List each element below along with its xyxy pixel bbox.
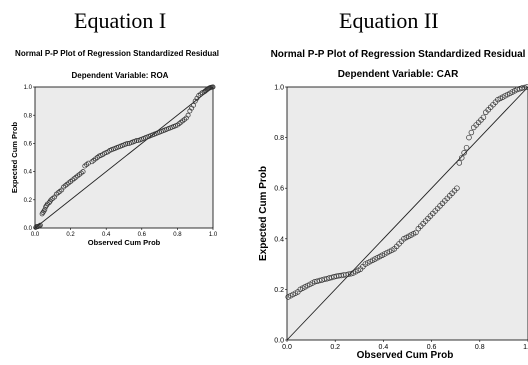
chart-2-y-tick-label: 0.0: [274, 337, 284, 344]
chart-2-points: [285, 84, 528, 300]
chart-1-points: [33, 84, 216, 230]
chart-2-y-ticks: 0.0 0.2 0.4 0.6 0.8 1.0: [274, 84, 287, 344]
chart-2-y-tick-label: 0.2: [274, 287, 284, 294]
chart-2-point: [463, 144, 470, 151]
chart-1-x-tick-label: 0.4: [102, 232, 111, 238]
chart-2-point: [413, 229, 419, 236]
chart-1-x-ticks: 0.0 0.2 0.4 0.6 0.8 1.0: [31, 228, 218, 238]
chart-1-point: [37, 223, 42, 229]
chart-2-title: Normal P-P Plot of Regression Standardiz…: [271, 49, 526, 60]
chart-1-point: [125, 140, 131, 146]
chart-2-x-tick-label: 0.2: [330, 344, 340, 351]
chart-1-y-axis-label: Expected Cum Prob: [10, 121, 19, 193]
chart-2-y-axis-label: Expected Cum Prob: [258, 166, 269, 261]
chart-2-point: [458, 155, 465, 161]
chart-1-x-tick-label: 0.8: [173, 232, 182, 238]
chart-1-subtitle: Dependent Variable: ROA: [72, 71, 169, 80]
pp-plot-2: Normal P-P Plot of Regression Standardiz…: [258, 49, 528, 361]
chart-1-y-tick-label: 1.0: [24, 85, 33, 91]
chart-1-point: [42, 207, 48, 213]
chart-1-reference-line: [34, 86, 214, 229]
chart-2-point: [514, 86, 520, 93]
chart-1-point: [210, 84, 216, 90]
chart-2-y-tick-label: 0.8: [274, 135, 284, 142]
chart-2-point: [480, 114, 487, 121]
chart-1-y-tick-label: 0.6: [24, 142, 33, 148]
chart-2-point: [524, 84, 528, 90]
chart-1-title: Normal P-P Plot of Regression Standardiz…: [15, 49, 219, 58]
chart-1-x-tick-label: 0.0: [31, 232, 40, 238]
heading-equation-1: Equation I: [74, 8, 167, 33]
chart-1-y-tick-label: 0.4: [24, 170, 33, 176]
chart-2-x-ticks: 0.0 0.2 0.4 0.6 0.8 1.0: [282, 340, 528, 351]
chart-1-x-axis-label: Observed Cum Prob: [88, 238, 161, 247]
chart-1-point: [190, 102, 196, 108]
chart-2-subtitle: Dependent Variable: CAR: [338, 69, 459, 80]
pp-plot-1: Normal P-P Plot of Regression Standardiz…: [10, 49, 219, 247]
chart-2-point: [348, 270, 354, 277]
chart-2-x-tick-label: 1.0: [523, 344, 528, 351]
chart-2-reference-line: [286, 86, 528, 341]
chart-1-point: [134, 138, 139, 144]
chart-2-x-tick-label: 0.6: [427, 344, 437, 351]
chart-2-x-tick-label: 0.0: [282, 344, 292, 351]
chart-2-x-tick-label: 0.8: [475, 344, 485, 351]
chart-1-x-tick-label: 1.0: [209, 232, 218, 238]
chart-1-point: [80, 169, 86, 175]
chart-1-point: [37, 222, 43, 228]
chart-2-point: [468, 129, 475, 136]
chart-2-y-tick-label: 0.6: [274, 186, 284, 193]
chart-1-point: [185, 112, 191, 118]
chart-2-point: [521, 84, 528, 91]
chart-1-x-tick-label: 0.6: [138, 232, 147, 238]
chart-1-y-tick-label: 0.8: [24, 113, 33, 119]
chart-2-y-tick-label: 1.0: [274, 84, 284, 91]
chart-2-y-tick-label: 0.4: [274, 236, 284, 243]
chart-1-y-tick-label: 0.2: [24, 198, 33, 204]
chart-2-point: [454, 185, 460, 191]
chart-1-y-ticks: 0.0 0.2 0.4 0.6 0.8 1.0: [24, 85, 35, 232]
chart-1-x-tick-label: 0.2: [66, 232, 75, 238]
chart-2-x-axis-label: Observed Cum Prob: [357, 350, 454, 361]
chart-2-point: [461, 150, 467, 156]
chart-2-point: [456, 160, 463, 166]
heading-equation-2: Equation II: [339, 8, 439, 33]
chart-1-y-tick-label: 0.0: [24, 226, 33, 232]
chart-2-x-tick-label: 0.4: [379, 344, 389, 351]
chart-2-point: [466, 134, 472, 141]
